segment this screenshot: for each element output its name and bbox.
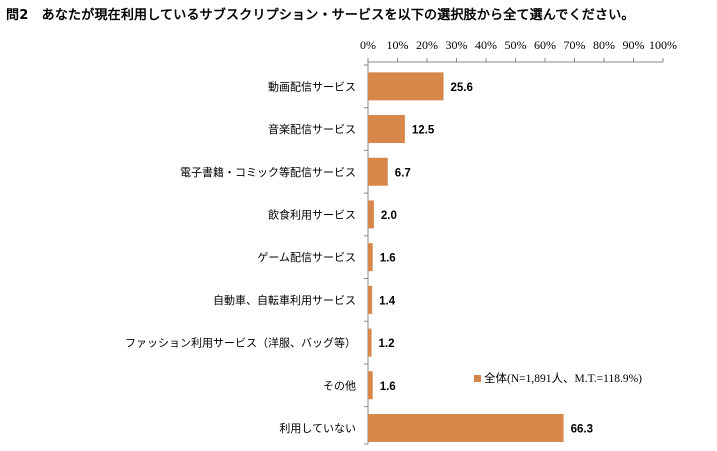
x-tick-label: 50% (505, 38, 527, 52)
category-label: ファッション利用サービス（洋服、バッグ等） (125, 336, 356, 350)
category-label: その他 (323, 379, 356, 392)
page-title: 問2 あなたが現在利用しているサブスクリプション・サービスを以下の選択肢から全て… (6, 8, 635, 23)
category-label: 音楽配信サービス (268, 122, 356, 136)
category-label: ゲーム配信サービス (257, 251, 356, 264)
data-label: 1.4 (379, 295, 396, 307)
x-tick-label: 100% (649, 38, 677, 52)
x-tick-label: 90% (623, 38, 645, 52)
x-tick-label: 60% (534, 38, 556, 52)
x-tick-label: 20% (416, 38, 438, 52)
bar (368, 413, 564, 442)
bar (368, 157, 388, 186)
data-label: 25.6 (451, 82, 473, 94)
x-tick-label: 30% (446, 38, 468, 52)
bar (368, 328, 372, 357)
data-label: 12.5 (412, 125, 435, 137)
data-label: 1.6 (380, 253, 396, 265)
data-label: 66.3 (571, 423, 593, 435)
data-label: 1.6 (380, 381, 396, 393)
chart-legend: 全体(N=1,891人、M.T.=118.9%) (474, 370, 642, 386)
bar (368, 72, 444, 101)
legend-swatch (474, 374, 481, 382)
legend-label: 全体(N=1,891人、M.T.=118.9%) (484, 373, 642, 385)
bar (368, 115, 405, 144)
bar (368, 243, 373, 272)
x-tick-label: 70% (564, 38, 586, 52)
bar (368, 285, 373, 314)
category-label: 自動車、自転車利用サービス (213, 293, 356, 307)
category-label: 動画配信サービス (268, 79, 356, 93)
data-label: 6.7 (395, 167, 411, 179)
x-tick-label: 80% (593, 38, 615, 52)
data-label: 1.2 (379, 338, 395, 350)
x-tick-label: 40% (475, 38, 497, 52)
bar (368, 371, 373, 400)
bar (368, 200, 374, 229)
category-label: 飲食利用サービス (268, 207, 356, 221)
x-tick-label: 10% (387, 38, 409, 52)
x-tick-label: 0% (360, 38, 376, 52)
category-label: 利用していない (279, 422, 356, 435)
category-label: 電子書籍・コミック等配信サービス (180, 165, 356, 179)
data-label: 2.0 (381, 210, 397, 222)
